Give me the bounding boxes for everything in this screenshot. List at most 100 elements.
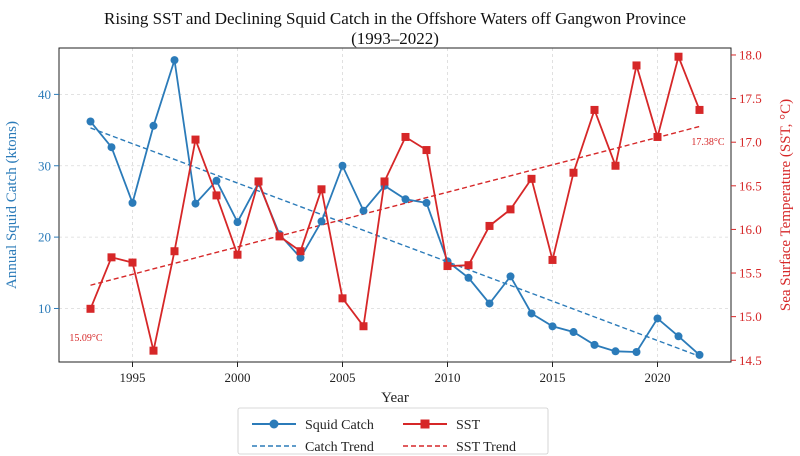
squid-catch-point-2018 [611,347,620,356]
sst-point-2014 [527,174,536,183]
y-right-tick-label-18.0: 18.0 [739,47,762,62]
annotations: 15.09°C 17.38°C [69,137,724,344]
chart-title: Rising SST and Declining Squid Catch in … [104,9,686,28]
squid-catch-point-2005 [338,161,347,170]
legend-entry-sst-trend: SST Trend [403,440,516,455]
trend-lines [90,125,700,357]
annotation-1: 17.38°C [691,137,724,148]
squid-catch-point-2014 [527,309,536,318]
legend: Squid Catch SST Catch Trend SST Trend [237,407,549,455]
sst-point-2001 [254,177,263,186]
sst-point-2005 [338,294,347,303]
sst-point-1998 [191,135,200,144]
legend-entry-squid-catch: Squid Catch [252,418,374,433]
squid-catch-point-2020 [653,314,662,323]
data-series [86,52,704,359]
squid-catch-point-2011 [464,273,473,282]
plot-frame [58,47,732,363]
sst-point-2019 [632,61,641,70]
legend-entry-sst: SST [403,418,481,433]
x-tick-label-2020: 2020 [645,370,671,385]
sst-point-2011 [464,261,473,270]
catch-trend-line [90,127,700,357]
squid-catch-point-2022 [695,350,704,359]
legend-label-catch-trend: Catch Trend [305,440,374,455]
y-axis-right-ticks: 14.5 15.0 15.5 16.0 16.5 17.0 17.5 18.0 [731,47,762,368]
sst-trend-line [90,125,700,286]
sst-point-1994 [107,253,116,262]
squid-catch-point-2009 [422,198,431,207]
sst-point-2020 [653,132,662,141]
y-right-tick-label-14.5: 14.5 [739,353,762,368]
squid-catch-point-2003 [296,253,305,262]
legend-label-sst-trend: SST Trend [456,440,516,455]
squid-catch-point-1993 [86,117,95,126]
sst-point-2021 [674,52,683,61]
y-left-tick-label-30: 30 [38,158,51,173]
squid-catch-point-1998 [191,199,200,208]
sst-point-2017 [590,105,599,114]
y-axis-left-ticks: 10 20 30 40 [38,87,59,316]
x-axis-title: Year [381,390,409,406]
sst-point-1995 [128,258,137,267]
y-right-tick-label-16.5: 16.5 [739,178,762,193]
sst-point-1999 [212,191,221,200]
squid-catch-point-1995 [128,198,137,207]
sst-point-2008 [401,132,410,141]
sst-point-2010 [443,262,452,271]
squid-catch-point-2016 [569,328,578,337]
squid-catch-point-2021 [674,332,683,341]
annotation-0: 15.09°C [69,333,102,344]
sst-point-1993 [86,304,95,313]
squid-catch-point-2004 [317,217,326,226]
sst-point-2013 [506,205,515,214]
y-left-tick-label-40: 40 [38,87,51,102]
sst-point-2000 [233,250,242,259]
squid-catch-point-2013 [506,272,515,281]
legend-label-sst: SST [456,418,481,433]
squid-catch-point-1996 [149,121,158,130]
sst-point-2009 [422,146,431,155]
y-right-tick-label-17.5: 17.5 [739,91,762,106]
sst-point-2003 [296,247,305,256]
squid-catch-point-2000 [233,218,242,227]
x-tick-label-2015: 2015 [540,370,566,385]
y-right-tick-label-15.0: 15.0 [739,309,762,324]
sst-point-2012 [485,221,494,230]
legend-box [237,407,549,455]
squid-catch-point-2006 [359,206,368,215]
y-left-tick-label-10: 10 [38,301,51,316]
sst-point-2022 [695,105,704,114]
squid-catch-point-1997 [170,56,179,65]
x-tick-label-2005: 2005 [330,370,356,385]
sst-point-1997 [170,247,179,256]
sst-point-2018 [611,161,620,170]
y-right-tick-label-15.5: 15.5 [739,266,762,281]
squid-catch-point-2017 [590,340,599,349]
y-left-tick-label-20: 20 [38,230,51,245]
x-axis-ticks: 1995 2000 2005 2010 2015 2020 [120,362,671,385]
sst-point-2015 [548,255,557,264]
x-tick-label-2000: 2000 [225,370,251,385]
legend-entry-catch-trend: Catch Trend [252,440,374,455]
sst-point-2004 [317,185,326,194]
y-right-tick-label-16.0: 16.0 [739,222,762,237]
y-axis-right-title: Sea Surface Temperature (SST, °C) [778,99,794,311]
sst-point-2016 [569,168,578,177]
squid-catch-point-1999 [212,176,221,185]
sst-point-2006 [359,322,368,331]
legend-label-squid-catch: Squid Catch [305,418,374,433]
squid-catch-point-1994 [107,143,116,152]
y-right-tick-label-17.0: 17.0 [739,135,762,150]
sst-point-1996 [149,346,158,355]
x-tick-label-2010: 2010 [435,370,461,385]
squid-catch-point-2019 [632,348,641,357]
sst-point-2002 [275,232,284,241]
squid-catch-point-2015 [548,322,557,331]
y-axis-left-title: Annual Squid Catch (ktons) [4,121,20,289]
sst-line [89,53,701,351]
x-tick-label-1995: 1995 [120,370,146,385]
squid-catch-point-2012 [485,299,494,308]
sst-point-2007 [380,177,389,186]
